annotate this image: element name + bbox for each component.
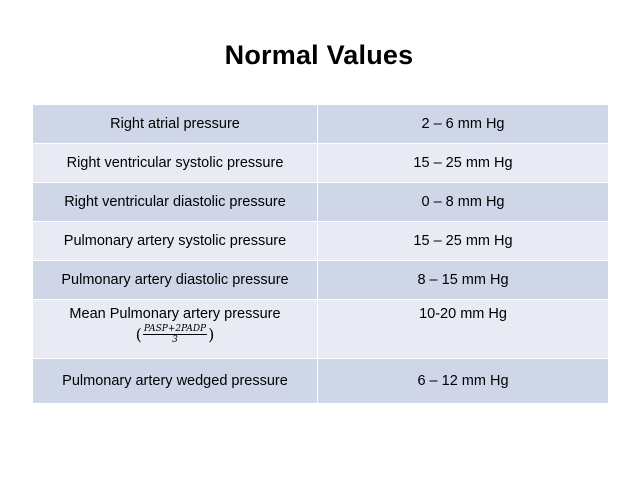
table-row: Pulmonary artery systolic pressure 15 – … <box>32 221 609 261</box>
formula-close-paren: ) <box>208 324 215 344</box>
row-value: 2 – 6 mm Hg <box>317 104 609 144</box>
table-row: Right ventricular systolic pressure 15 –… <box>32 143 609 183</box>
row-label: Pulmonary artery diastolic pressure <box>32 260 318 300</box>
row-value: 15 – 25 mm Hg <box>317 221 609 261</box>
row-value: 0 – 8 mm Hg <box>317 182 609 222</box>
row-label: Right ventricular systolic pressure <box>32 143 318 183</box>
table-row: Mean Pulmonary artery pressure ( PASP+2P… <box>32 299 609 359</box>
row-label: Right atrial pressure <box>32 104 318 144</box>
row-label: Pulmonary artery wedged pressure <box>32 358 318 404</box>
formula-denominator: 3 <box>172 335 178 345</box>
formula-numerator: PASP+2PADP <box>142 324 208 335</box>
formula-open-paren: ( <box>135 324 142 344</box>
row-value: 6 – 12 mm Hg <box>317 358 609 404</box>
table-row: Right atrial pressure 2 – 6 mm Hg <box>32 104 609 144</box>
row-value: 8 – 15 mm Hg <box>317 260 609 300</box>
table-row: Right ventricular diastolic pressure 0 –… <box>32 182 609 222</box>
mean-pap-formula: ( PASP+2PADP 3 ) <box>136 324 215 345</box>
row-value: 15 – 25 mm Hg <box>317 143 609 183</box>
row-label-cell: Mean Pulmonary artery pressure ( PASP+2P… <box>32 299 318 359</box>
row-label: Right ventricular diastolic pressure <box>32 182 318 222</box>
formula-fraction: PASP+2PADP 3 <box>142 324 208 345</box>
table-row: Pulmonary artery wedged pressure 6 – 12 … <box>32 358 609 404</box>
row-value: 10-20 mm Hg <box>317 299 609 359</box>
row-label: Mean Pulmonary artery pressure <box>69 306 281 322</box>
table-row: Pulmonary artery diastolic pressure 8 – … <box>32 260 609 300</box>
row-label: Pulmonary artery systolic pressure <box>32 221 318 261</box>
normal-values-table: Right atrial pressure 2 – 6 mm Hg Right … <box>32 104 609 404</box>
page-title: Normal Values <box>224 40 414 70</box>
